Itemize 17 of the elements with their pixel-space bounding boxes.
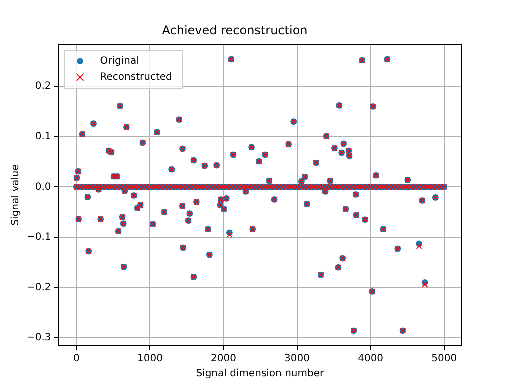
x-tick-label: 3000 <box>284 354 310 365</box>
x-tick-label: 0 <box>73 354 80 365</box>
y-tick-label: −0.3 <box>26 332 52 344</box>
legend-label: Original <box>100 56 140 67</box>
legend-label: Reconstructed <box>100 72 172 83</box>
x-axis-title: Signal dimension number <box>196 368 325 380</box>
y-axis-title: Signal value <box>10 164 22 226</box>
y-tick-label: 0.2 <box>35 81 52 92</box>
x-tick-label: 5000 <box>432 354 458 365</box>
y-tick-label: 0.0 <box>35 182 52 193</box>
y-tick-label: −0.1 <box>26 232 52 244</box>
y-tick-label: 0.1 <box>35 131 52 142</box>
y-tick-label: −0.2 <box>26 282 52 294</box>
chart-title: Achieved reconstruction <box>162 23 308 38</box>
x-tick-label: 1000 <box>137 354 163 365</box>
x-tick-label: 2000 <box>211 354 236 365</box>
x-tick-label: 4000 <box>358 354 384 365</box>
